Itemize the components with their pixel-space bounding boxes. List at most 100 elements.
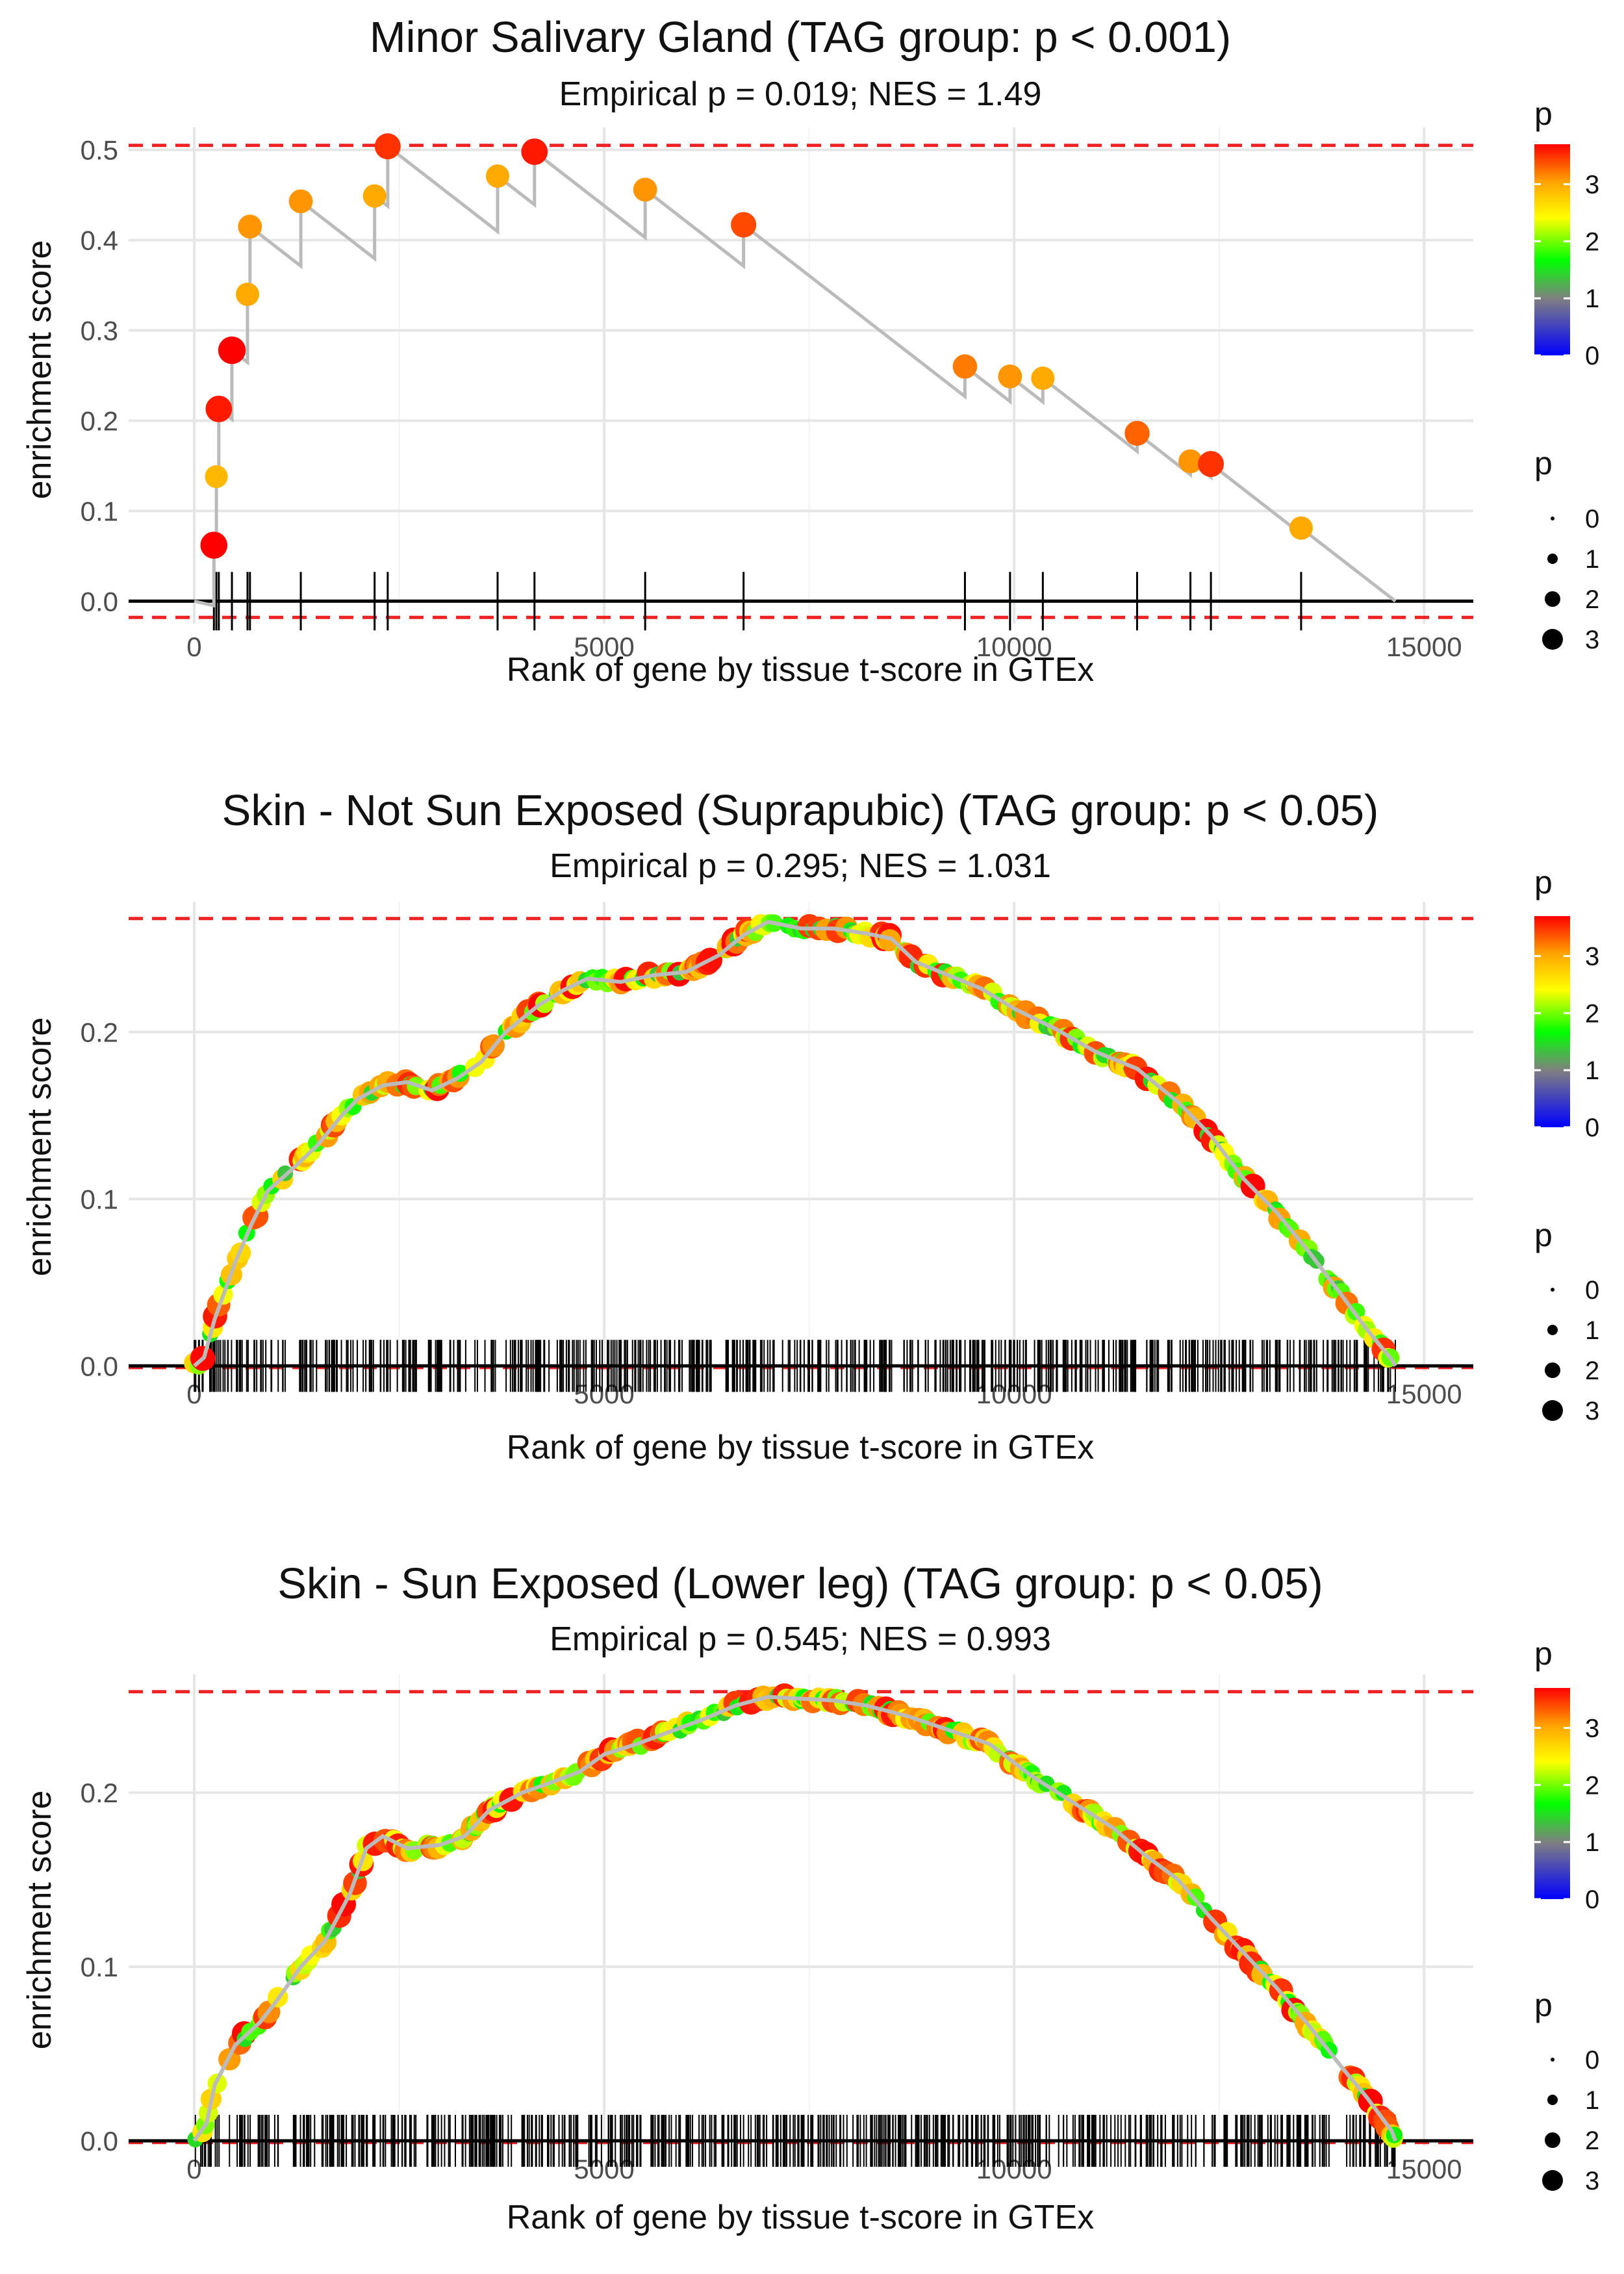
panel-3-color-legend: p 0 1 2 3 [1534, 1635, 1599, 1914]
panel-1-y-axis-title: enrichment score [21, 240, 58, 500]
panel-2-size-legend: p 0 1 2 3 [1534, 1217, 1599, 1425]
panel-1-hit-point [205, 465, 228, 489]
panel-3-y-tick-label: 0.2 [81, 1778, 118, 1808]
panel-3-x-axis-title: Rank of gene by tissue t-score in GTEx [507, 2199, 1095, 2236]
panel-2-rug [194, 1340, 1396, 1392]
panel-1-hit-point [374, 133, 401, 160]
colorbar-tick-label: 1 [1585, 1056, 1599, 1085]
panel-1-y-tick-label: 0.4 [81, 225, 118, 256]
panel-1-y-tick-label: 0.2 [81, 405, 118, 436]
panel-2-x-tick-label: 15000 [1386, 1379, 1462, 1409]
size-key-dot [1542, 2170, 1563, 2191]
size-key-dot [1547, 1325, 1558, 1335]
panel-3-y-axis-title: enrichment score [21, 1791, 58, 2050]
colorbar-tick-label: 0 [1585, 1114, 1599, 1142]
size-key-label: 1 [1585, 545, 1599, 574]
panel-3-size-legend: p 0 1 2 3 [1534, 1987, 1599, 2195]
panel-1-hit-point [952, 354, 978, 379]
panel-1-hit-point [205, 395, 233, 422]
panel-2-y-tick-label: 0.1 [81, 1184, 118, 1214]
panel-1-y-tick-label: 0.0 [81, 586, 118, 617]
panel-2-y-axis-title: enrichment score [21, 1017, 58, 1277]
panel-3: Skin - Sun Exposed (Lower leg) (TAG grou… [21, 1559, 1599, 2236]
size-key-label: 1 [1585, 1316, 1599, 1345]
colorbar-tick-label: 3 [1585, 942, 1599, 971]
panel-1-colorbar [1534, 144, 1570, 355]
size-key-dot [1551, 1288, 1554, 1292]
panel-1-y-tick-label: 0.5 [81, 135, 118, 166]
size-key-dot [1545, 591, 1560, 607]
panel-1-hit-point [236, 282, 260, 306]
panel-3-x-tick-label: 0 [186, 2154, 201, 2184]
panel-1-hit-point [200, 531, 228, 559]
size-key-dot [1547, 2095, 1558, 2105]
panel-1-hit-point [1031, 366, 1055, 390]
size-key-dot [1551, 517, 1554, 520]
panel-2: Skin - Not Sun Exposed (Suprapubic) (TAG… [21, 786, 1599, 1466]
panel-3-es-curve [192, 1694, 1397, 2142]
size-key-dot [1542, 1400, 1563, 1421]
panel-1-hit-point [1124, 420, 1150, 446]
size-key-label: 2 [1585, 1357, 1599, 1385]
panel-2-subtitle: Empirical p = 0.295; NES = 1.031 [550, 847, 1051, 885]
size-key-label: 3 [1585, 1397, 1599, 1425]
panel-2-y-tick-label: 0.2 [81, 1017, 118, 1047]
size-key-label: 0 [1585, 1276, 1599, 1305]
panel-3-y-tick-label: 0.1 [81, 1952, 118, 1982]
colorbar-tick-label: 0 [1585, 342, 1599, 370]
panel-2-es-curve [193, 919, 1397, 1368]
panel-1-x-tick-label: 10000 [976, 632, 1052, 662]
panel-1-x-tick-label: 15000 [1386, 632, 1462, 662]
size-key-label: 2 [1585, 585, 1599, 614]
size-key-dot [1547, 554, 1558, 564]
size-key-label: 0 [1585, 505, 1599, 533]
panel-1-x-axis-title: Rank of gene by tissue t-score in GTEx [507, 651, 1095, 689]
size-key-label: 3 [1585, 626, 1599, 654]
panel-1-hit-point [998, 364, 1022, 389]
panel-1-hit-point [362, 184, 387, 208]
panel-2-size-legend-title: p [1534, 1217, 1553, 1253]
panel-1-hit-point [485, 164, 509, 188]
panel-1-hit-point [238, 214, 262, 239]
panel-1-hit-point [521, 138, 548, 165]
colorbar-tick-label: 3 [1585, 1714, 1599, 1743]
size-key-dot [1542, 629, 1563, 650]
colorbar-tick-label: 3 [1585, 170, 1599, 199]
panel-1-title: Minor Salivary Gland (TAG group: p < 0.0… [370, 13, 1231, 62]
panel-3-rug [194, 2114, 1396, 2167]
panel-1-size-legend: p 0 1 2 3 [1534, 445, 1599, 654]
panel-3-size-legend-title: p [1534, 1987, 1553, 2023]
panel-2-color-legend-title: p [1534, 864, 1553, 901]
panel-1-hit-point [1198, 451, 1224, 478]
panel-1-hit-point [731, 212, 757, 238]
panel-2-color-legend: p 0 1 2 3 [1534, 864, 1599, 1142]
panel-1-x-tick-label: 0 [186, 632, 201, 662]
panel-3-subtitle: Empirical p = 0.545; NES = 0.993 [550, 1620, 1051, 1658]
panel-1-size-legend-title: p [1534, 445, 1553, 481]
panel-1-hit-point [288, 189, 313, 214]
panel-1-hit-point [1289, 516, 1313, 540]
panel-1-hit-point [633, 177, 657, 202]
panel-3-colorbar [1534, 1688, 1570, 1899]
size-key-label: 0 [1585, 2046, 1599, 2075]
size-key-label: 3 [1585, 2167, 1599, 2195]
panel-1-hit-point [218, 336, 246, 364]
panel-1-color-legend: p 0 1 2 3 [1534, 96, 1599, 370]
panel-3-y-tick-label: 0.0 [81, 2126, 118, 2156]
panel-3-title: Skin - Sun Exposed (Lower leg) (TAG grou… [277, 1559, 1323, 1608]
panel-1-y-tick-label: 0.3 [81, 316, 118, 346]
panel-1-plot: 0 5000 10000 15000 0.0 0.1 0.2 0.3 0.4 0.5 [81, 127, 1473, 662]
colorbar-tick-label: 0 [1585, 1885, 1599, 1914]
panel-3-x-tick-label: 5000 [574, 2154, 634, 2184]
panel-1-subtitle: Empirical p = 0.019; NES = 1.49 [559, 75, 1042, 113]
panel-1-y-tick-label: 0.1 [81, 496, 118, 526]
size-key-dot [1545, 2132, 1560, 2148]
size-key-dot [1551, 2058, 1554, 2062]
colorbar-tick-label: 1 [1585, 1828, 1599, 1857]
panel-2-hit-point [878, 929, 901, 952]
panel-2-colorbar [1534, 916, 1570, 1127]
panel-1-hit-point [1178, 449, 1202, 474]
panel-3-x-tick-label: 15000 [1386, 2154, 1462, 2184]
